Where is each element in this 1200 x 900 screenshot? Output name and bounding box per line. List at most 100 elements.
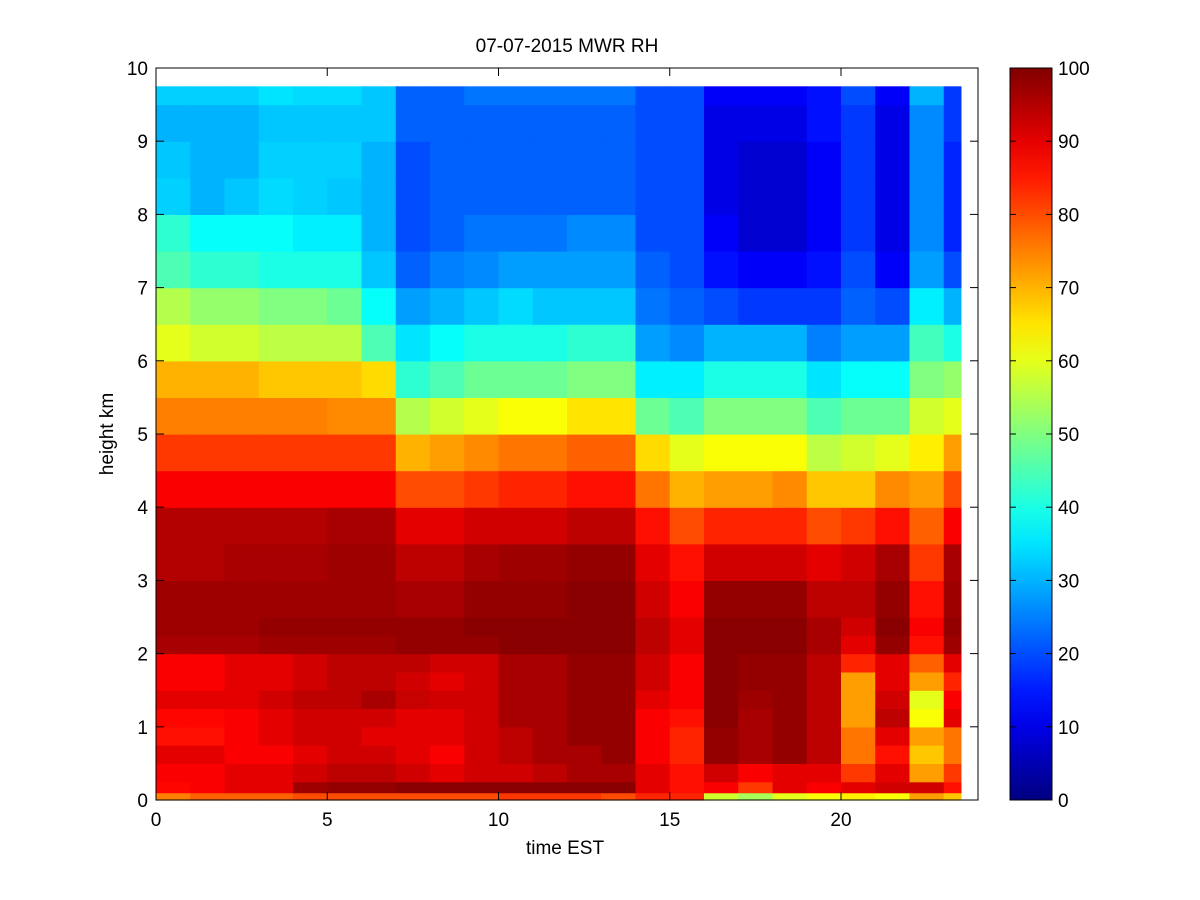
heatmap-cell: [601, 324, 637, 362]
heatmap-cell: [772, 360, 808, 398]
heatmap-cell: [156, 104, 191, 142]
heatmap-cell: [293, 507, 328, 545]
heatmap-cell: [669, 745, 705, 764]
heatmap-cell: [224, 141, 260, 179]
heatmap-cell: [156, 86, 191, 106]
heatmap-cell: [567, 781, 602, 794]
heatmap-cell: [909, 671, 945, 691]
heatmap-cell: [943, 617, 962, 636]
heatmap-cell: [567, 708, 602, 728]
heatmap-cell: [806, 434, 842, 472]
heatmap-cell: [875, 214, 911, 252]
heatmap-cell: [327, 763, 363, 783]
heatmap-cell: [943, 671, 962, 691]
heatmap-cell: [361, 617, 397, 636]
heatmap-cell: [224, 214, 260, 252]
heatmap-cell: [806, 214, 842, 252]
heatmap-cell: [806, 287, 842, 325]
heatmap-cell: [156, 635, 191, 655]
heatmap-cell: [224, 653, 260, 673]
heatmap-cell: [738, 792, 774, 801]
colorbar-tick-label: 60: [1058, 352, 1079, 373]
heatmap-cell: [498, 543, 534, 581]
heatmap-cell: [361, 726, 397, 746]
heatmap-cell: [669, 580, 705, 618]
heatmap-cell: [567, 580, 602, 618]
heatmap-cell: [156, 177, 191, 215]
heatmap-cell: [669, 781, 705, 794]
heatmap-cell: [464, 177, 500, 215]
heatmap-cell: [258, 763, 294, 783]
heatmap-cell: [738, 726, 774, 746]
heatmap-cell: [704, 708, 739, 728]
heatmap-cell: [190, 214, 226, 252]
heatmap-cell: [806, 617, 842, 636]
heatmap-cell: [464, 763, 500, 783]
heatmap-cell: [669, 690, 705, 710]
heatmap-cell: [430, 360, 465, 398]
heatmap-cell: [943, 470, 962, 508]
heatmap-cell: [943, 745, 962, 764]
heatmap-cell: [738, 214, 774, 252]
heatmap-cell: [841, 507, 876, 545]
heatmap-cell: [738, 708, 774, 728]
heatmap-cell: [258, 214, 294, 252]
heatmap-cell: [327, 635, 363, 655]
heatmap-cell: [430, 690, 465, 710]
heatmap-cell: [224, 434, 260, 472]
heatmap-cell: [772, 726, 808, 746]
y-axis-ticks: 0 1 2 3 4 5 6 7 8 9 10: [127, 59, 978, 812]
heatmap-cell: [395, 141, 431, 179]
heatmap-cell: [224, 781, 260, 794]
heatmap-cell: [909, 360, 945, 398]
heatmap-cell: [464, 635, 500, 655]
heatmap-cell: [704, 580, 739, 618]
heatmap-cell: [156, 434, 191, 472]
heatmap-cell: [669, 86, 705, 106]
heatmap-cell: [772, 324, 808, 362]
heatmap-cell: [943, 708, 962, 728]
heatmap-cell: [635, 86, 671, 106]
heatmap-cell: [190, 434, 226, 472]
colorbar-tick-label: 30: [1058, 571, 1079, 592]
heatmap-cell: [567, 214, 602, 252]
heatmap-cell: [738, 507, 774, 545]
heatmap-cell: [430, 726, 465, 746]
heatmap-cell: [156, 781, 191, 794]
heatmap-cell: [361, 792, 397, 801]
heatmap-cell: [772, 507, 808, 545]
heatmap-cell: [190, 745, 226, 764]
heatmap-cell: [430, 324, 465, 362]
heatmap-cell: [669, 763, 705, 783]
heatmap-cell: [395, 781, 431, 794]
heatmap-cell: [841, 671, 876, 691]
heatmap-cell: [772, 792, 808, 801]
heatmap-cell: [293, 781, 328, 794]
heatmap-cell: [395, 287, 431, 325]
heatmap-cell: [327, 86, 363, 106]
heatmap-cell: [395, 745, 431, 764]
heatmap-cell: [567, 507, 602, 545]
heatmap-cell: [361, 653, 397, 673]
heatmap-cell: [224, 690, 260, 710]
heatmap-cell: [190, 470, 226, 508]
heatmap-cell: [395, 617, 431, 636]
heatmap-cell: [669, 141, 705, 179]
heatmap-cell: [601, 141, 637, 179]
heatmap-cell: [464, 543, 500, 581]
heatmap-cell: [943, 792, 962, 801]
heatmap-cell: [567, 141, 602, 179]
heatmap-cell: [635, 507, 671, 545]
heatmap-cell: [258, 792, 294, 801]
heatmap-cell: [875, 635, 911, 655]
heatmap-cell: [258, 86, 294, 106]
heatmap-cell: [738, 251, 774, 289]
heatmap-cell: [738, 781, 774, 794]
heatmap-cell: [738, 635, 774, 655]
heatmap-cell: [635, 251, 671, 289]
heatmap-cell: [327, 617, 363, 636]
heatmap-cell: [293, 434, 328, 472]
heatmap-cell: [806, 726, 842, 746]
heatmap-cell: [464, 141, 500, 179]
